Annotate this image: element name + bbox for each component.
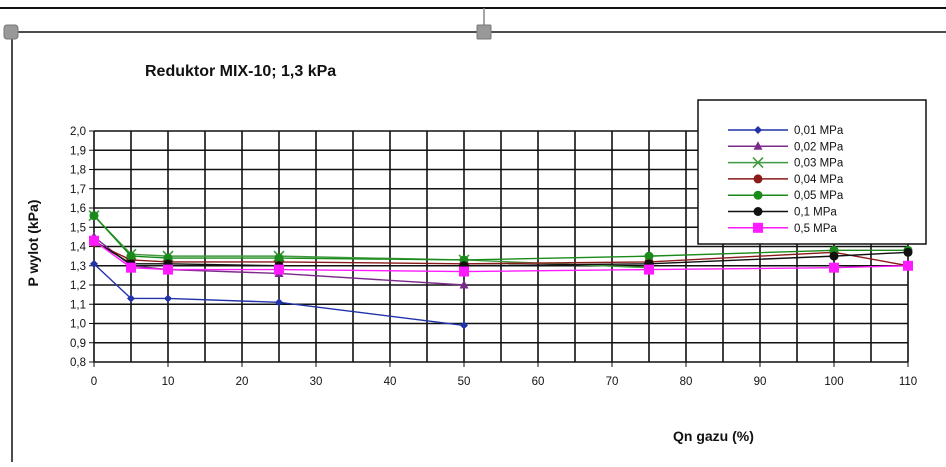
legend-item: 0,03 MPa <box>728 157 844 170</box>
x-tick-label: 50 <box>458 376 471 388</box>
legend-label: 0,1 MPa <box>794 207 837 219</box>
legend-item: 0,04 MPa <box>728 174 844 186</box>
series-1 <box>90 259 468 330</box>
legend-marker <box>753 207 763 216</box>
legend-item: 0,02 MPa <box>728 141 844 153</box>
y-tick-label: 1,7 <box>70 184 86 196</box>
series-7 <box>89 235 913 277</box>
legend-marker <box>753 190 763 200</box>
legend-item: 0,01 MPa <box>728 125 844 137</box>
data-point <box>903 247 913 257</box>
data-point <box>459 280 469 289</box>
data-point <box>903 260 913 271</box>
series-line <box>93 215 650 269</box>
legend-label: 0,01 MPa <box>794 125 844 137</box>
series-line <box>93 240 909 267</box>
y-tick-label: 1,1 <box>70 299 86 311</box>
y-tick-label: 1,2 <box>70 280 86 292</box>
legend-item: 0,5 MPa <box>728 222 837 235</box>
data-point <box>460 321 468 330</box>
data-point <box>275 298 283 307</box>
legend-marker <box>753 141 763 150</box>
y-tick-label: 1,8 <box>70 165 86 177</box>
legend-label: 0,05 MPa <box>794 190 844 202</box>
y-tick-label: 0,8 <box>70 357 86 369</box>
x-tick-label: 40 <box>384 376 397 388</box>
legend-marker <box>753 222 763 233</box>
legend-box <box>697 99 927 245</box>
data-point <box>126 251 136 261</box>
y-tick-label: 2,0 <box>70 126 86 138</box>
x-tick-label: 110 <box>899 376 917 388</box>
legend-marker <box>752 157 764 169</box>
data-point <box>90 259 98 268</box>
legend-label: 0,02 MPa <box>794 141 844 153</box>
data-point <box>126 262 136 273</box>
series-line <box>93 242 909 267</box>
x-tick-label: 90 <box>754 376 767 388</box>
legend-label: 0,03 MPa <box>794 158 844 170</box>
y-tick-label: 1,4 <box>70 242 87 254</box>
x-axis-label: Qn gazu (%) <box>673 428 754 444</box>
data-point <box>644 264 654 275</box>
series-line <box>93 240 909 273</box>
x-tick-label: 80 <box>680 376 693 388</box>
legend-label: 0,5 MPa <box>794 223 837 235</box>
x-tick-label: 0 <box>91 376 97 388</box>
legend-marker <box>753 174 763 184</box>
data-point <box>164 294 172 303</box>
series-line <box>93 215 908 261</box>
y-tick-label: 1,9 <box>70 145 86 157</box>
y-axis-label: P wylot (kPa) <box>25 200 41 287</box>
resize-handle-top[interactable] <box>476 24 492 40</box>
legend-item: 0,1 MPa <box>728 207 837 219</box>
data-point <box>829 262 839 273</box>
legend-label: 0,04 MPa <box>794 174 844 186</box>
y-tick-label: 1,5 <box>70 222 86 234</box>
data-point <box>89 211 99 221</box>
x-tick-label: 100 <box>824 376 843 388</box>
x-tick-label: 20 <box>236 376 249 388</box>
y-tick-label: 1,0 <box>70 319 86 331</box>
data-point <box>163 264 173 275</box>
y-tick-label: 0,9 <box>70 338 86 350</box>
data-point <box>127 294 135 303</box>
chart-title: Reduktor MIX-10; 1,3 kPa <box>145 63 336 80</box>
resize-handle-left[interactable] <box>3 24 19 40</box>
data-point <box>89 235 99 246</box>
y-tick-label: 1,3 <box>70 261 86 273</box>
legend-marker <box>754 126 762 134</box>
tick-labels: 0,8 0,9 1,0 1,1 1,2 1,3 1,4 1,5 1,6 1,7 1,8 1,9 2,0 0… <box>70 126 917 388</box>
data-point <box>829 251 839 261</box>
x-tick-label: 30 <box>310 376 323 388</box>
x-tick-label: 70 <box>606 376 619 388</box>
data-point <box>459 266 469 277</box>
x-tick-label: 10 <box>162 376 175 388</box>
data-point <box>274 264 284 275</box>
data-point <box>644 251 654 261</box>
data-point <box>274 253 284 263</box>
legend-item: 0,05 MPa <box>728 190 844 202</box>
legend: 0,01 MPa 0,02 MPa 0,03 MPa 0,04 MPa 0,05 MPa… <box>697 99 927 245</box>
x-tick-label: 60 <box>532 376 545 388</box>
y-tick-label: 1,6 <box>70 203 86 215</box>
data-series <box>88 210 913 330</box>
